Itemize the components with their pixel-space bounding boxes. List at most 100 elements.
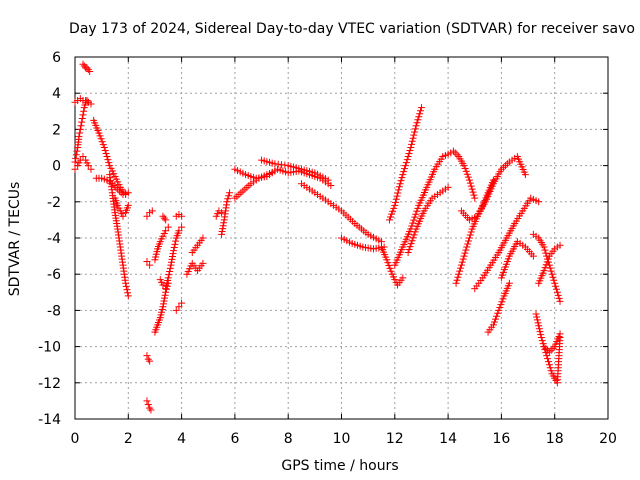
y-tick-label: 4 — [52, 86, 61, 102]
data-point — [86, 67, 94, 75]
data-point — [494, 309, 502, 317]
data-point — [78, 118, 86, 126]
data-point — [144, 401, 152, 409]
data-point — [548, 270, 556, 278]
series-arc-18 — [172, 299, 186, 314]
data-point — [464, 173, 472, 181]
data-point — [404, 248, 412, 256]
data-point — [408, 237, 416, 245]
data-point — [387, 213, 395, 221]
y-tick-label: 2 — [52, 122, 61, 138]
series-arc-14 — [151, 279, 172, 336]
data-point — [83, 64, 91, 72]
data-point — [143, 397, 151, 405]
data-point — [463, 243, 471, 251]
data-point — [545, 361, 553, 369]
data-point — [96, 132, 104, 140]
data-point — [543, 258, 551, 266]
data-point — [175, 227, 183, 235]
x-tick-label: 2 — [124, 431, 133, 447]
data-point — [95, 129, 103, 137]
data-point — [123, 286, 131, 294]
data-point — [100, 144, 108, 151]
data-point — [76, 125, 84, 133]
data-point — [549, 273, 557, 281]
data-point — [160, 214, 168, 222]
series-arc-6 — [92, 174, 132, 199]
data-point — [463, 170, 471, 178]
data-point — [175, 303, 183, 311]
data-point — [395, 186, 403, 194]
data-point — [410, 131, 418, 139]
series-arc-29 — [385, 104, 425, 224]
data-point — [415, 113, 423, 121]
data-point — [416, 110, 424, 118]
data-point — [555, 294, 563, 302]
data-point — [392, 198, 400, 206]
y-tick-label: -12 — [38, 376, 61, 392]
series-arc-12 — [143, 258, 154, 269]
data-point — [97, 135, 105, 143]
data-point — [87, 100, 95, 108]
data-point — [72, 154, 80, 162]
data-point — [218, 230, 226, 238]
data-point — [394, 189, 402, 197]
data-point — [114, 185, 122, 193]
data-point — [396, 180, 404, 188]
data-point — [537, 334, 545, 342]
data-point — [543, 352, 551, 360]
data-point — [456, 267, 464, 275]
data-point — [166, 264, 174, 272]
data-point — [467, 182, 475, 190]
x-tick-label: 8 — [284, 431, 293, 447]
data-point — [464, 240, 472, 248]
data-point — [462, 246, 470, 254]
data-point — [540, 243, 548, 251]
data-point — [71, 165, 79, 173]
data-point — [71, 158, 79, 166]
series-arc-3 — [79, 60, 94, 75]
data-point — [178, 212, 186, 220]
data-point — [390, 204, 398, 212]
data-point — [172, 237, 180, 245]
series-arc-31 — [404, 183, 452, 256]
data-point — [104, 156, 112, 164]
data-point — [554, 291, 562, 299]
data-point — [553, 288, 561, 296]
data-point — [224, 195, 232, 203]
data-point — [143, 258, 151, 266]
data-point — [178, 223, 186, 231]
data-point — [411, 125, 419, 133]
data-point — [386, 264, 394, 272]
data-point — [552, 285, 560, 293]
chart-title: Day 173 of 2024, Sidereal Day-to-day VTE… — [69, 21, 635, 37]
data-point — [466, 231, 474, 239]
data-point — [159, 300, 167, 308]
x-axis-ticks: 0 2 4 6 8 10 12 14 16 18 20 — [71, 57, 617, 447]
data-point — [544, 358, 552, 366]
data-point — [467, 228, 475, 236]
data-point — [413, 207, 421, 215]
data-point — [159, 281, 167, 289]
data-point — [162, 216, 170, 224]
data-point — [161, 294, 169, 302]
data-point — [124, 189, 132, 197]
series-arc-22 — [218, 189, 234, 238]
data-point — [80, 107, 88, 115]
x-tick-label: 4 — [177, 431, 186, 447]
series-arc-4 — [71, 153, 95, 173]
series-arc-39 — [535, 241, 564, 287]
data-point — [469, 188, 477, 196]
series-arc-10 — [143, 397, 155, 414]
data-point — [410, 231, 418, 239]
data-point — [401, 162, 409, 170]
data-point — [542, 261, 550, 269]
data-point — [549, 344, 557, 352]
series-arc-41 — [540, 330, 564, 356]
data-point — [533, 313, 541, 321]
data-point — [402, 159, 410, 167]
data-point — [124, 292, 132, 300]
series-arc-11 — [143, 207, 156, 220]
data-point — [547, 267, 555, 275]
data-point — [226, 189, 234, 197]
